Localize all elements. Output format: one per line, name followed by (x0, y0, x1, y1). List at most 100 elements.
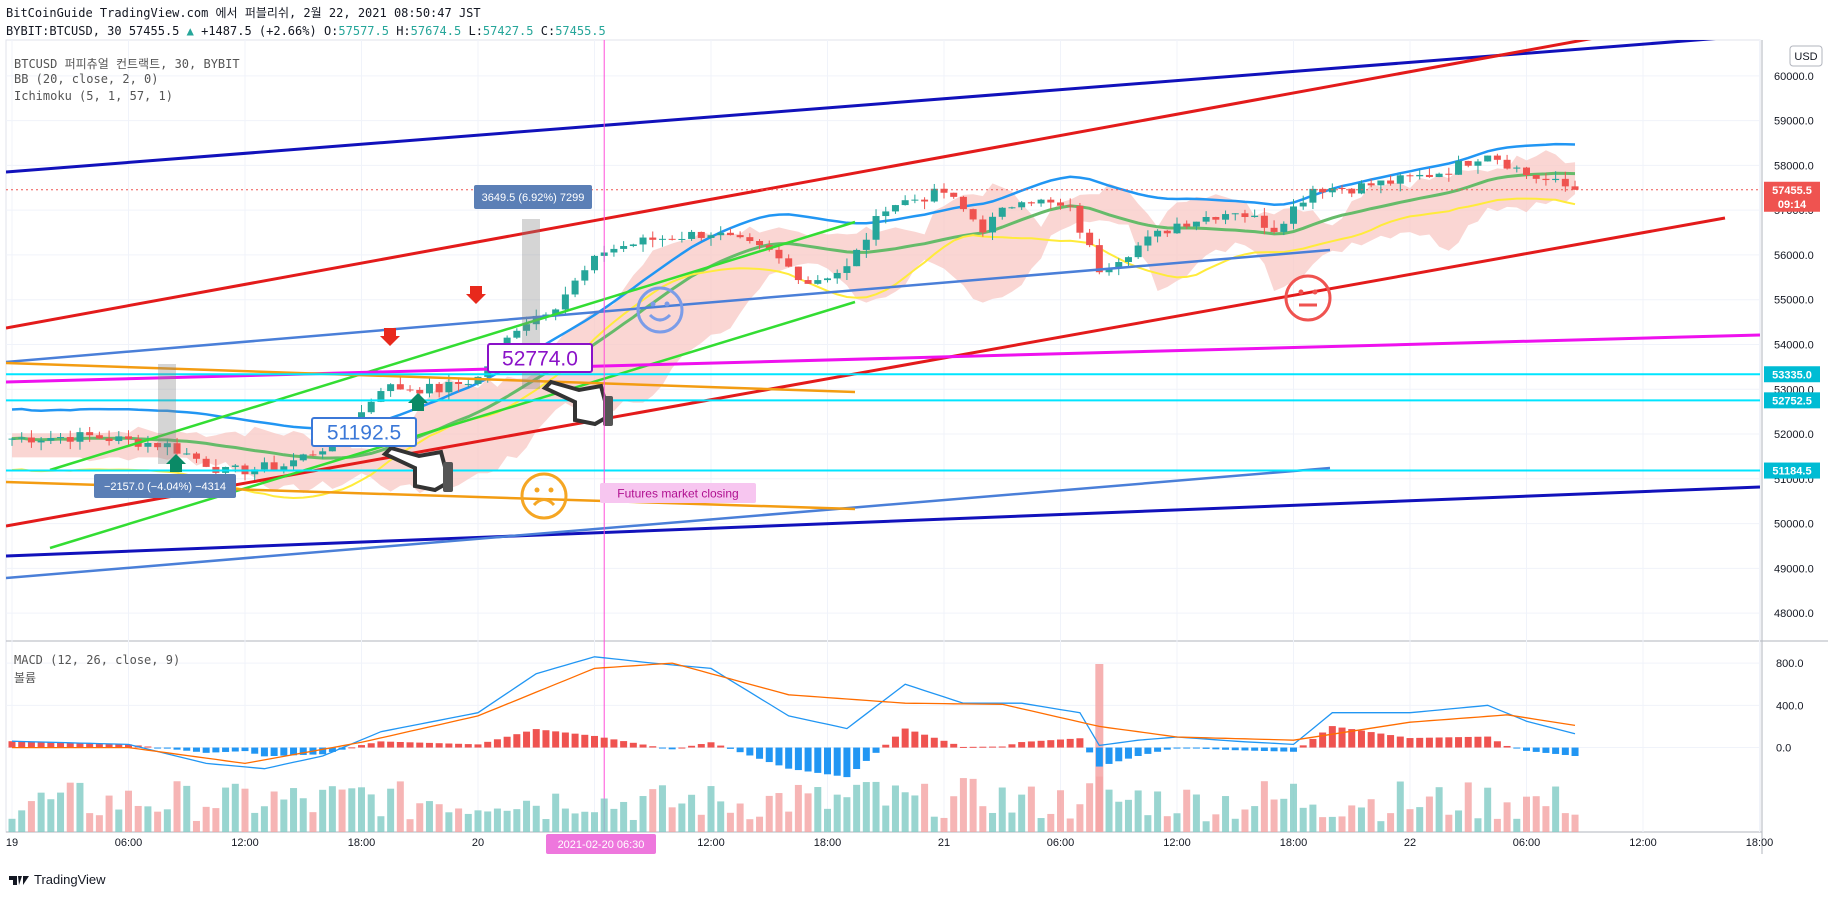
volume-bar (290, 788, 298, 832)
macd-histogram-bar (319, 747, 327, 755)
candle-body (775, 249, 783, 259)
macd-histogram-bar (911, 731, 919, 748)
volume-bar (969, 778, 977, 832)
volume-bar (1066, 818, 1074, 832)
macd-histogram-bar (930, 737, 938, 748)
volume-bar (1192, 794, 1200, 832)
candle-body (1319, 188, 1327, 193)
macd-histogram-bar (824, 747, 831, 775)
price-label-51192[interactable]: 51192.5 (327, 422, 401, 445)
macd-histogram-bar (872, 747, 880, 753)
volume-bar (1377, 821, 1385, 832)
pointing-hand-icon-cuff (443, 462, 453, 492)
candle-body (416, 389, 424, 394)
candle-body (1008, 207, 1016, 209)
macd-histogram-bar (620, 741, 628, 748)
volume-bar (163, 809, 171, 832)
candle-body (396, 384, 404, 390)
ichimoku-legend[interactable]: Ichimoku (5, 1, 57, 1) (14, 89, 173, 103)
macd-histogram-bar (678, 747, 686, 749)
open-value: 57577.5 (338, 24, 389, 38)
tradingview-footer[interactable]: TradingView (8, 872, 106, 887)
range-down-box (158, 364, 176, 464)
macd-histogram-bar (707, 742, 715, 748)
candle-body (1231, 213, 1239, 215)
volume-bar (251, 812, 259, 832)
macd-histogram-bar (1037, 740, 1045, 748)
range-up-label[interactable]: 3649.5 (6.92%) 7299 (482, 192, 585, 204)
high-label: H: (396, 24, 411, 38)
macd-histogram-bar (1183, 747, 1191, 749)
macd-histogram-bar (27, 741, 35, 748)
range-down-label[interactable]: −2157.0 (−4.04%) −4314 (104, 481, 226, 493)
volume-bar (853, 784, 861, 832)
candle-body (1552, 178, 1560, 181)
candle-body (115, 436, 123, 442)
volume-bar (1163, 816, 1171, 832)
arrow-up-icon (166, 454, 186, 472)
candle-body (833, 272, 841, 279)
candle-body (1464, 160, 1472, 166)
volume-bar (1134, 790, 1142, 832)
chart-title-legend[interactable]: BTCUSD 퍼피츄얼 컨트랙트, 30, BYBIT (14, 57, 240, 71)
volume-bar (1222, 796, 1230, 832)
currency-button[interactable]: USD (1794, 51, 1817, 63)
macd-histogram-bar (202, 747, 210, 753)
crosshair-time-label[interactable]: 2021-02-20 06:30 (558, 839, 645, 851)
volume-bar (387, 788, 395, 832)
candle-body (1222, 214, 1230, 220)
volume-bar (1396, 781, 1404, 832)
volume-bar (1270, 799, 1278, 832)
volume-bar (1493, 818, 1501, 832)
macd-histogram-bar (969, 746, 977, 748)
volume-bar (1173, 813, 1181, 832)
candle-body (1425, 174, 1433, 178)
candle-body (591, 255, 598, 271)
volume-bar (493, 808, 501, 832)
volume-bar (882, 805, 890, 832)
macd-histogram-bar (76, 743, 84, 748)
volume-bar (416, 803, 424, 832)
macd-histogram-bar (1571, 747, 1579, 756)
macd-histogram-bar (270, 747, 278, 756)
volume-bar (901, 792, 909, 832)
macd-tick-label: 400.0 (1776, 700, 1804, 712)
macd-histogram-bar (1192, 747, 1200, 749)
volume-bar (76, 782, 84, 832)
macd-histogram-bar (1338, 727, 1346, 748)
time-tick-label: 12:00 (697, 837, 725, 849)
volume-bar (367, 794, 375, 832)
bb-legend[interactable]: BB (20, close, 2, 0) (14, 72, 159, 86)
volume-bar (804, 793, 812, 832)
candle-body (1484, 155, 1492, 162)
candle-body (872, 216, 880, 240)
candle-body (173, 443, 181, 454)
candle-body (678, 238, 686, 240)
macd-histogram-bar (1357, 730, 1365, 748)
price-label-52774[interactable]: 52774.0 (502, 348, 578, 371)
macd-legend[interactable]: MACD (12, 26, close, 9) (14, 653, 181, 667)
candle-body (794, 266, 802, 281)
macd-histogram-bar (833, 747, 841, 776)
candle-body (105, 438, 113, 442)
futures-closing-label[interactable]: Futures market closing (617, 486, 738, 500)
volume-bar (86, 813, 94, 832)
candle-body (1192, 221, 1200, 227)
candle-body (1134, 245, 1142, 258)
macd-histogram-bar (260, 747, 268, 757)
candle-body (66, 437, 74, 442)
macd-histogram-bar (1532, 747, 1540, 752)
volume-bar (726, 812, 734, 832)
price-tick-label: 56000.0 (1774, 250, 1814, 262)
candle-body (629, 244, 637, 247)
macd-histogram-bar (610, 739, 618, 748)
volume-legend[interactable]: 볼륨 (14, 671, 37, 685)
candle-body (668, 238, 676, 240)
candle-body (1455, 160, 1463, 175)
volume-bar (717, 801, 725, 832)
candle-body (1241, 213, 1249, 218)
macd-histogram-bar (1396, 736, 1404, 748)
volume-bar (309, 812, 317, 832)
time-tick-label: 12:00 (1629, 837, 1657, 849)
